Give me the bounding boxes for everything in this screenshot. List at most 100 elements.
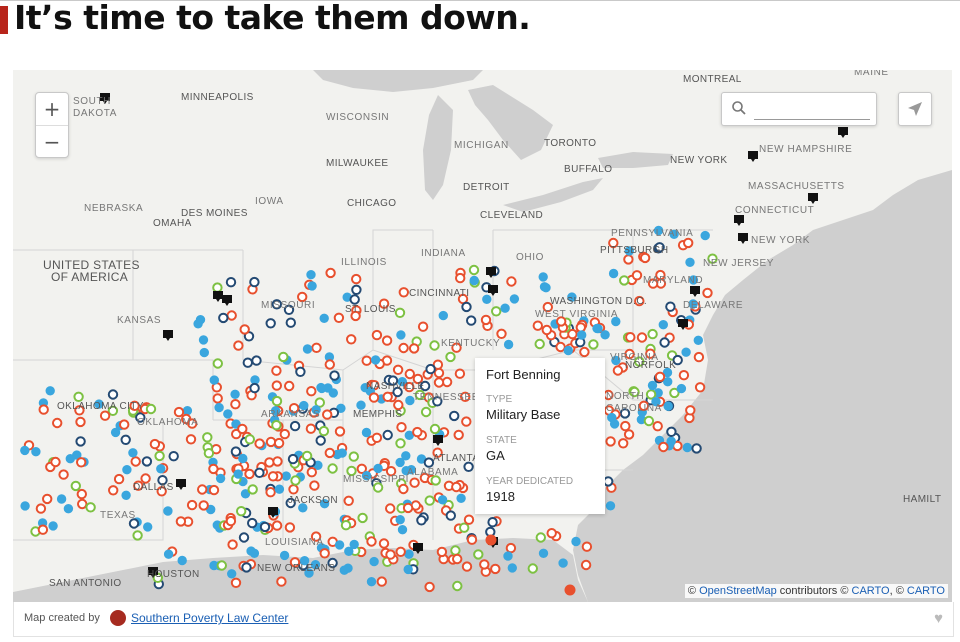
monument-marker[interactable] (182, 406, 193, 416)
monument-marker[interactable] (310, 531, 322, 542)
monument-marker[interactable] (473, 549, 484, 560)
monument-marker[interactable] (227, 569, 237, 579)
monument-marker[interactable] (694, 382, 706, 393)
monument-marker[interactable] (838, 127, 848, 138)
monument-marker[interactable] (608, 268, 619, 279)
monument-marker[interactable] (424, 495, 435, 506)
monument-marker[interactable] (289, 420, 301, 432)
monument-marker[interactable] (50, 456, 61, 468)
monument-marker[interactable] (156, 464, 166, 474)
monument-marker[interactable] (100, 93, 110, 104)
monument-marker[interactable] (168, 451, 179, 462)
monument-marker[interactable] (99, 410, 111, 421)
monument-marker[interactable] (148, 567, 158, 578)
monument-marker[interactable] (678, 319, 688, 330)
monument-marker[interactable] (309, 480, 320, 491)
monument-marker[interactable] (276, 576, 287, 587)
monument-marker[interactable] (397, 377, 407, 387)
monument-marker[interactable] (75, 416, 86, 428)
monument-marker[interactable] (361, 355, 372, 366)
monument-marker[interactable] (271, 395, 283, 407)
monument-marker[interactable] (658, 441, 669, 453)
monument-marker[interactable] (392, 364, 404, 375)
monument-marker[interactable] (734, 215, 744, 226)
monument-marker[interactable] (563, 345, 573, 356)
monument-marker[interactable] (133, 480, 144, 491)
monument-marker[interactable] (42, 493, 53, 505)
monument-marker[interactable] (659, 337, 670, 348)
monument-marker[interactable] (267, 471, 279, 482)
monument-marker[interactable] (163, 330, 173, 341)
monument-marker[interactable] (491, 306, 502, 317)
monument-marker[interactable] (538, 272, 548, 282)
monument-marker[interactable] (555, 341, 566, 353)
monument-marker[interactable] (748, 151, 758, 162)
monument-marker[interactable] (509, 294, 520, 304)
monument-marker[interactable] (647, 328, 658, 340)
monument-marker[interactable] (682, 442, 692, 453)
monument-marker[interactable] (35, 503, 47, 514)
monument-marker[interactable] (278, 351, 289, 363)
monument-marker[interactable] (122, 465, 132, 475)
monument-marker[interactable] (213, 291, 223, 302)
monument-marker[interactable] (349, 539, 359, 550)
monument-marker[interactable] (58, 469, 69, 480)
monument-marker[interactable] (639, 252, 651, 264)
monument-marker[interactable] (486, 267, 496, 278)
monument-marker[interactable] (244, 468, 255, 480)
monument-marker[interactable] (445, 510, 456, 521)
monument-marker[interactable] (198, 335, 209, 345)
monument-marker[interactable] (624, 246, 634, 256)
monument-marker[interactable] (575, 322, 586, 333)
monument-marker[interactable] (588, 339, 599, 350)
monument-marker[interactable] (433, 367, 445, 379)
monument-marker[interactable] (203, 448, 215, 459)
monument-marker[interactable] (268, 507, 278, 518)
monument-marker[interactable] (534, 338, 545, 350)
monument-marker[interactable] (306, 270, 316, 280)
monument-marker[interactable] (395, 457, 405, 468)
locate-button[interactable] (898, 92, 932, 126)
monument-marker[interactable] (163, 506, 173, 516)
monument-marker[interactable] (654, 371, 666, 382)
monument-marker[interactable] (685, 257, 695, 268)
monument-marker[interactable] (361, 471, 372, 481)
monument-marker[interactable] (340, 520, 352, 531)
monument-marker[interactable] (76, 488, 88, 500)
monument-marker[interactable] (290, 475, 301, 486)
monument-marker[interactable] (451, 342, 462, 353)
monument-marker[interactable] (288, 484, 299, 495)
monument-marker[interactable] (157, 475, 168, 486)
monument-marker[interactable] (605, 436, 616, 447)
monument-marker[interactable] (577, 330, 587, 340)
monument-marker[interactable] (665, 301, 676, 312)
monument-marker[interactable] (366, 536, 377, 547)
monument-marker[interactable] (348, 451, 359, 462)
monument-marker[interactable] (600, 330, 610, 340)
monument-marker[interactable] (198, 500, 209, 511)
monument-marker[interactable] (378, 538, 390, 549)
monument-marker[interactable] (666, 426, 677, 437)
monument-marker[interactable] (31, 447, 41, 457)
monument-marker[interactable] (454, 368, 466, 379)
monument-marker[interactable] (239, 324, 250, 335)
monument-marker[interactable] (319, 313, 329, 324)
monument-marker[interactable] (233, 340, 244, 351)
monument-marker[interactable] (244, 434, 256, 445)
monument-marker[interactable] (490, 563, 501, 575)
monument-marker[interactable] (401, 451, 411, 461)
monument-marker[interactable] (20, 445, 30, 456)
monument-marker[interactable] (223, 409, 233, 419)
monument-marker[interactable] (230, 389, 240, 399)
monument-marker[interactable] (612, 365, 624, 376)
monument-marker[interactable] (209, 375, 220, 385)
monument-marker[interactable] (372, 482, 384, 493)
monument-marker[interactable] (403, 564, 413, 575)
monument-marker[interactable] (438, 310, 448, 321)
monument-marker[interactable] (285, 317, 296, 328)
monument-marker[interactable] (398, 483, 409, 495)
carto-link-2[interactable]: CARTO (906, 585, 945, 597)
monument-marker[interactable] (558, 558, 568, 568)
monument-marker[interactable] (652, 421, 663, 432)
monument-marker[interactable] (254, 467, 265, 478)
